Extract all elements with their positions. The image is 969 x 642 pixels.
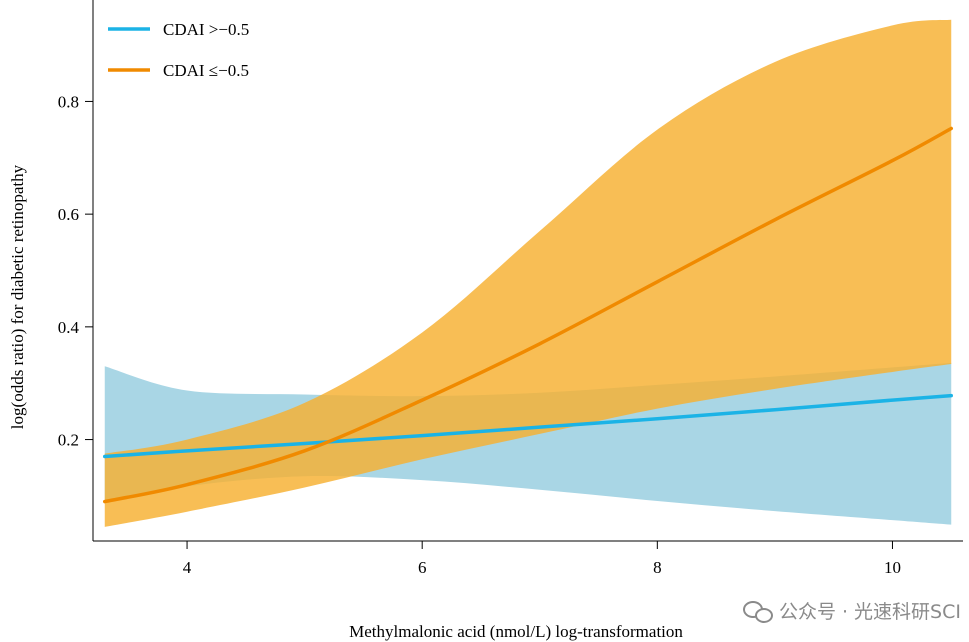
legend: CDAI >−0.5 CDAI ≤−0.5 <box>108 20 249 80</box>
x-tick-label: 10 <box>884 558 901 577</box>
y-tick-label: 0.4 <box>58 318 80 337</box>
watermark: 公众号 · 光速科研SCI <box>742 597 961 624</box>
y-tick-label: 0.8 <box>58 92 79 111</box>
y-tick-label: 0.6 <box>58 205 79 224</box>
watermark-text: 公众号 · 光速科研SCI <box>778 601 961 623</box>
legend-label-1: CDAI >−0.5 <box>163 20 249 39</box>
series-line-2 <box>103 126 953 504</box>
confidence-band-2 <box>104 19 952 527</box>
confidence-bands <box>104 19 952 527</box>
axes: 4 6 8 10 0.2 0.4 0.6 0.8 <box>58 0 963 577</box>
x-tick-label: 4 <box>183 558 192 577</box>
y-axis-label: log(odds ratio) for diabetic retinopathy <box>8 164 27 429</box>
wechat-icon <box>742 599 773 623</box>
legend-label-2: CDAI ≤−0.5 <box>163 61 249 80</box>
x-tick-label: 6 <box>418 558 427 577</box>
x-tick-label: 8 <box>653 558 662 577</box>
y-tick-label: 0.2 <box>58 431 79 450</box>
x-axis-label: Methylmalonic acid (nmol/L) log-transfor… <box>349 622 683 641</box>
fitted-lines <box>103 126 953 504</box>
series-line-1 <box>103 393 953 459</box>
